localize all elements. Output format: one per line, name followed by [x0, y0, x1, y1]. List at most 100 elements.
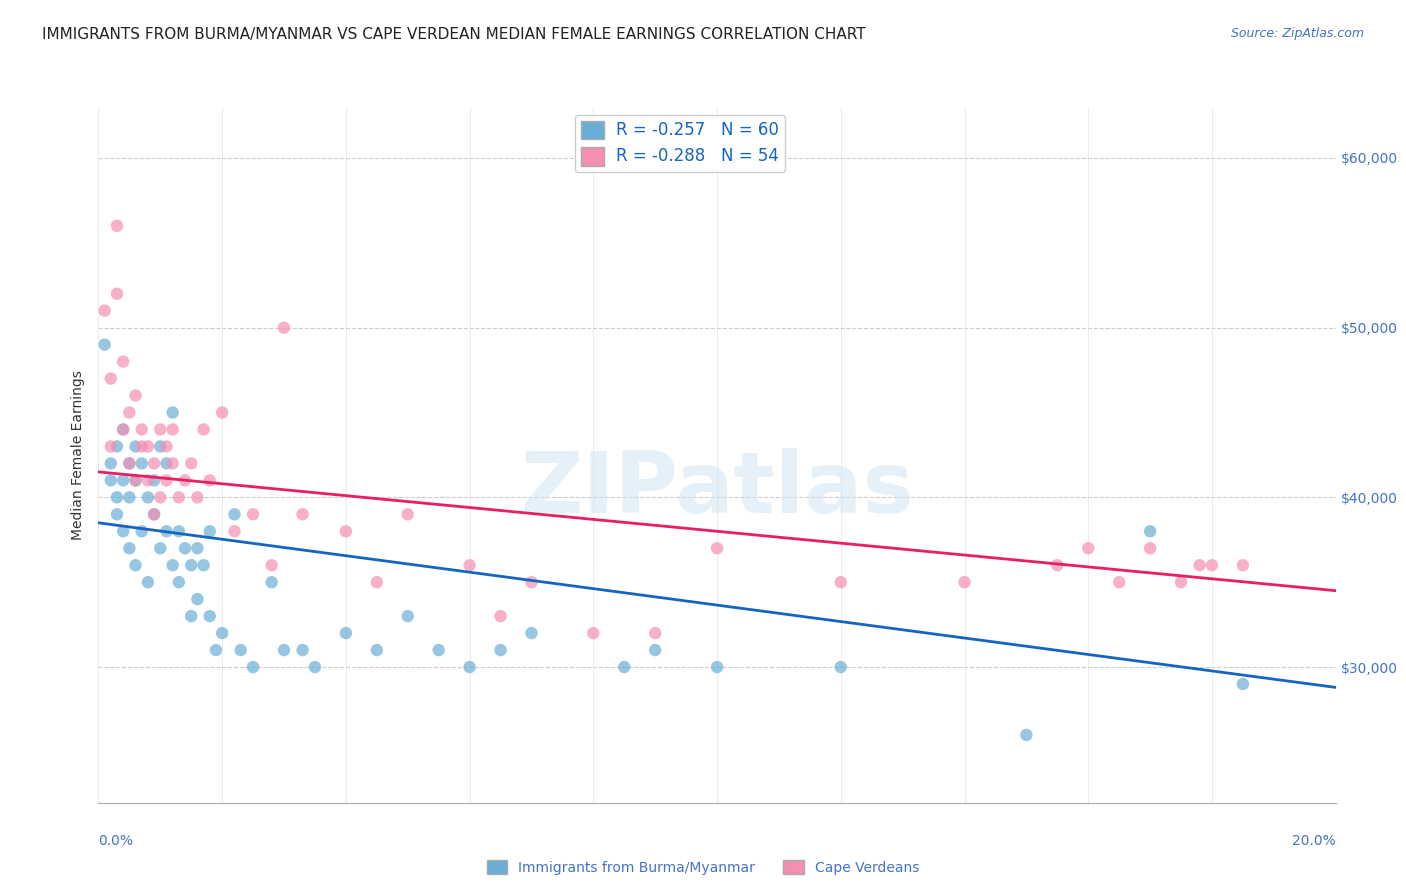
Point: [149, 491, 172, 505]
Point: [186, 541, 208, 556]
Point: [458, 558, 481, 573]
Point: [136, 474, 159, 488]
Point: [1201, 558, 1223, 573]
Point: [136, 439, 159, 453]
Point: [124, 474, 146, 488]
Point: [1139, 541, 1161, 556]
Point: [260, 575, 283, 590]
Point: [100, 457, 122, 471]
Point: [105, 491, 128, 505]
Point: [706, 541, 728, 556]
Point: [143, 474, 166, 488]
Point: [162, 457, 184, 471]
Legend: Immigrants from Burma/Myanmar, Cape Verdeans: Immigrants from Burma/Myanmar, Cape Verd…: [481, 855, 925, 880]
Point: [167, 491, 190, 505]
Point: [458, 660, 481, 674]
Point: [224, 508, 246, 522]
Point: [489, 643, 512, 657]
Point: [162, 558, 184, 573]
Point: [489, 609, 512, 624]
Point: [149, 422, 172, 436]
Point: [180, 558, 202, 573]
Point: [155, 474, 177, 488]
Point: [273, 320, 295, 334]
Point: [582, 626, 605, 640]
Point: [291, 643, 314, 657]
Point: [198, 524, 221, 539]
Point: [273, 643, 295, 657]
Point: [112, 422, 135, 436]
Point: [131, 439, 153, 453]
Point: [520, 626, 543, 640]
Point: [131, 524, 153, 539]
Text: 0.0%: 0.0%: [98, 834, 134, 848]
Point: [1170, 575, 1192, 590]
Point: [224, 524, 246, 539]
Text: IMMIGRANTS FROM BURMA/MYANMAR VS CAPE VERDEAN MEDIAN FEMALE EARNINGS CORRELATION: IMMIGRANTS FROM BURMA/MYANMAR VS CAPE VE…: [42, 27, 866, 42]
Point: [124, 439, 146, 453]
Point: [118, 541, 141, 556]
Point: [112, 354, 135, 368]
Point: [1232, 558, 1254, 573]
Point: [193, 422, 215, 436]
Point: [174, 541, 197, 556]
Point: [162, 405, 184, 419]
Point: [613, 660, 636, 674]
Point: [118, 457, 141, 471]
Point: [366, 643, 388, 657]
Point: [706, 660, 728, 674]
Point: [118, 405, 141, 419]
Point: [229, 643, 252, 657]
Point: [186, 491, 208, 505]
Point: [211, 405, 233, 419]
Point: [155, 524, 177, 539]
Point: [174, 474, 197, 488]
Point: [335, 626, 357, 640]
Point: [124, 388, 146, 402]
Point: [520, 575, 543, 590]
Point: [93, 337, 115, 351]
Point: [644, 643, 666, 657]
Point: [830, 660, 852, 674]
Point: [366, 575, 388, 590]
Point: [112, 524, 135, 539]
Point: [131, 457, 153, 471]
Point: [131, 422, 153, 436]
Point: [180, 457, 202, 471]
Point: [155, 439, 177, 453]
Point: [396, 609, 419, 624]
Point: [304, 660, 326, 674]
Point: [143, 508, 166, 522]
Point: [143, 457, 166, 471]
Point: [1015, 728, 1038, 742]
Text: 20.0%: 20.0%: [1292, 834, 1336, 848]
Point: [105, 219, 128, 233]
Point: [335, 524, 357, 539]
Point: [100, 439, 122, 453]
Point: [427, 643, 450, 657]
Point: [155, 457, 177, 471]
Point: [953, 575, 976, 590]
Point: [162, 422, 184, 436]
Legend: R = -0.257   N = 60, R = -0.288   N = 54: R = -0.257 N = 60, R = -0.288 N = 54: [575, 115, 785, 172]
Point: [1046, 558, 1069, 573]
Point: [180, 609, 202, 624]
Point: [112, 422, 135, 436]
Point: [1139, 524, 1161, 539]
Point: [205, 643, 228, 657]
Point: [124, 474, 146, 488]
Point: [167, 524, 190, 539]
Y-axis label: Median Female Earnings: Median Female Earnings: [70, 370, 84, 540]
Point: [105, 439, 128, 453]
Point: [118, 457, 141, 471]
Point: [1077, 541, 1099, 556]
Point: [1108, 575, 1130, 590]
Point: [198, 474, 221, 488]
Point: [1232, 677, 1254, 691]
Point: [105, 286, 128, 301]
Point: [118, 491, 141, 505]
Text: Source: ZipAtlas.com: Source: ZipAtlas.com: [1230, 27, 1364, 40]
Point: [260, 558, 283, 573]
Point: [211, 626, 233, 640]
Point: [112, 474, 135, 488]
